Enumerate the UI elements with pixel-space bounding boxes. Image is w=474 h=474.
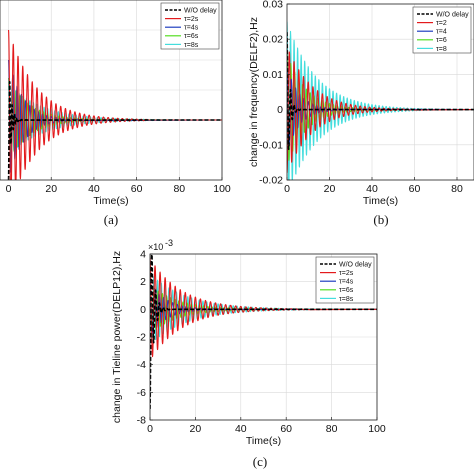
legend-entry: τ=6	[436, 37, 447, 44]
series-line-1	[7, 29, 222, 180]
panel-b: 0 20 40 60 80 -0.02 -0.01 0 0.01 0.02 0.03 Time(s) c…	[248, 0, 474, 227]
y-multiplier-exponent: -3	[165, 238, 173, 248]
x-axis-label: Time(s)	[246, 435, 281, 447]
y-tick-label: -2	[137, 332, 146, 344]
x-tick-label: 80	[173, 183, 185, 195]
y-axis-label: change in Tieline power(DELP12),Hz	[111, 251, 123, 423]
legend-entry: τ=2s	[339, 270, 354, 277]
legend-entry: τ=8	[436, 46, 447, 53]
x-axis-label: Time(s)	[93, 195, 128, 207]
x-tick-label: 100	[213, 183, 231, 195]
series-line-0	[150, 254, 377, 409]
legend-entry: W/O delay	[339, 261, 372, 268]
y-tick-label: -8	[137, 415, 146, 427]
x-axis-label: Time(s)	[363, 195, 398, 207]
x-tick-label: 0	[284, 183, 290, 195]
plot-frame	[286, 3, 474, 181]
y-multiplier: ×10	[148, 242, 163, 252]
legend-entry: τ=6s	[339, 287, 354, 294]
legend-entry: τ=4s	[184, 25, 199, 32]
x-tick-label: 40	[88, 183, 100, 195]
legend-entry: τ=4s	[339, 279, 354, 286]
y-axis-label: change in frequency(DELF2),Hz	[248, 17, 260, 167]
y-tick-label: -0.02	[259, 175, 283, 187]
x-tick-label: 80	[326, 423, 338, 435]
panel-c: 0 20 40 60 80 100 -8 -6 -4 -2 0 2 4 Time(s) change in …	[111, 238, 386, 469]
panel-caption: (c)	[253, 454, 267, 469]
x-tick-label: 80	[451, 183, 463, 195]
x-tick-label: 100	[368, 423, 386, 435]
legend-entry: τ=8s	[184, 42, 199, 49]
y-tick-label: 0.02	[263, 34, 284, 46]
y-tick-label: 0.01	[263, 69, 284, 81]
x-tick-label: 20	[45, 183, 57, 195]
legend-entry: τ=2	[436, 20, 447, 27]
legend-entry: τ=6s	[184, 33, 199, 40]
y-tick-label: -6	[137, 387, 146, 399]
legend-entry: W/O delay	[436, 11, 469, 18]
legend-entry: τ=2s	[184, 16, 199, 23]
series-line-0	[7, 81, 222, 180]
x-tick-label: 0	[147, 423, 153, 435]
legend-entry: W/O delay	[184, 7, 217, 14]
x-tick-label: 40	[366, 183, 378, 195]
x-tick-label: 0	[6, 183, 12, 195]
y-tick-label: 2	[140, 276, 146, 288]
x-tick-label: 20	[190, 423, 202, 435]
series-line-0	[287, 32, 474, 151]
legend-entry: τ=8s	[339, 296, 354, 303]
y-tick-label: -4	[137, 359, 146, 371]
y-tick-label: 0	[277, 104, 283, 116]
series-line-1	[287, 51, 474, 174]
legend-entry: τ=4	[436, 29, 447, 36]
x-tick-label: 60	[131, 183, 143, 195]
plot-frame	[0, 0, 223, 181]
x-tick-label: 60	[409, 183, 421, 195]
x-tick-label: 20	[324, 183, 336, 195]
x-tick-label: 60	[280, 423, 292, 435]
x-tick-label: 40	[235, 423, 247, 435]
panel-caption: (b)	[373, 212, 388, 227]
y-tick-label: -0.01	[259, 139, 283, 151]
panel-a: 0 20 40 60 80 100 Time(s) W/O delay τ=2s τ=4sτ=6s…	[0, 0, 231, 227]
y-tick-label: 4	[140, 249, 146, 261]
y-tick-label: 0.03	[263, 0, 284, 11]
panel-caption: (a)	[104, 212, 118, 227]
y-tick-label: 0	[140, 304, 146, 316]
